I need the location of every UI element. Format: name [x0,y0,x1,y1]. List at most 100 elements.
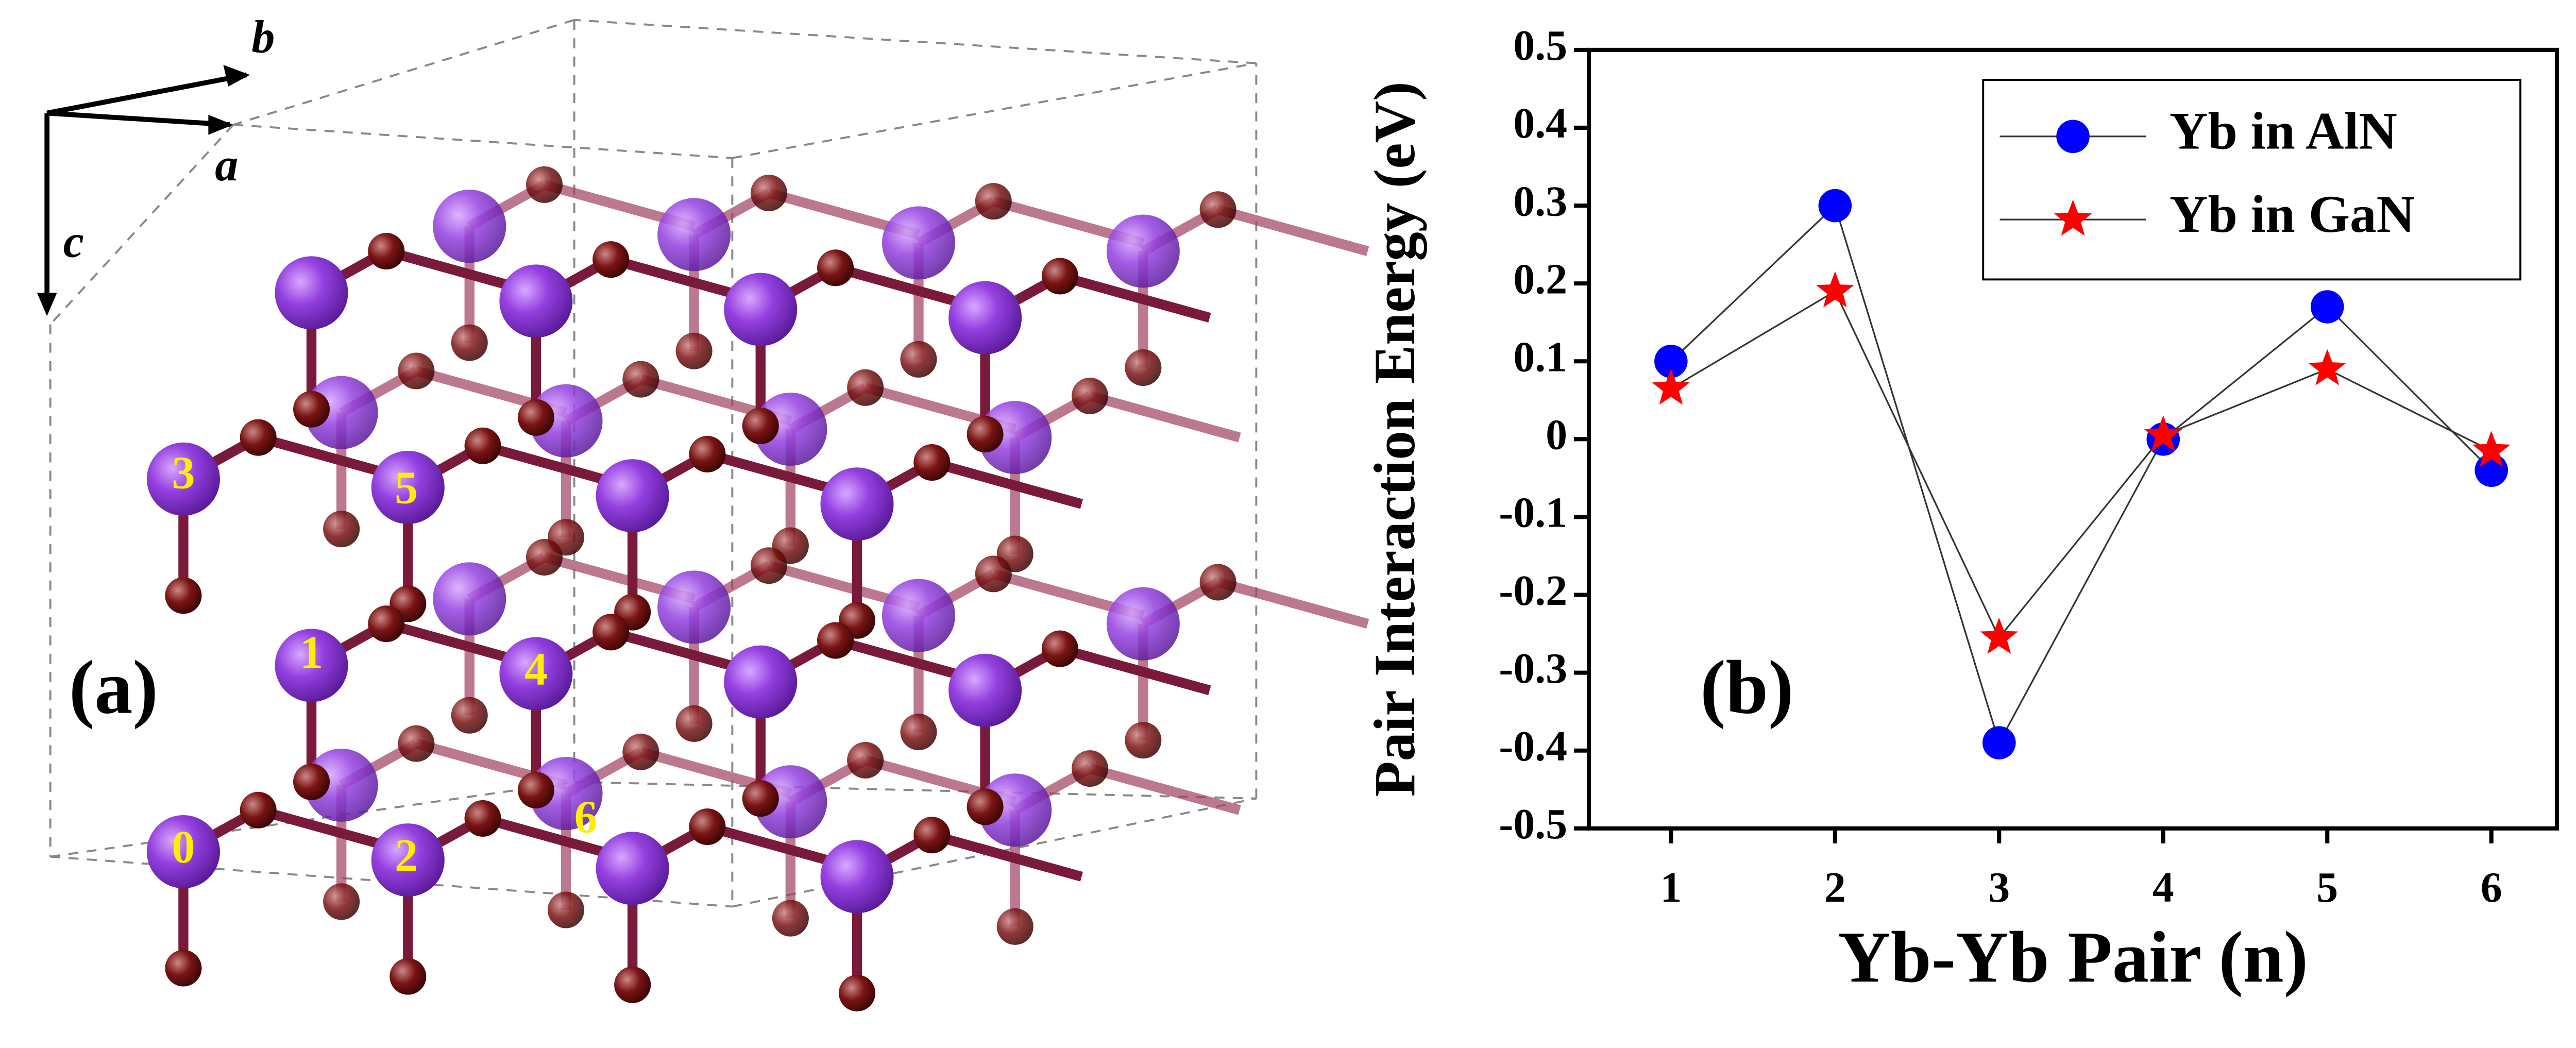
series-line [1670,204,2492,745]
x-tick-label: 5 [2316,864,2338,911]
y-tick-label: -0.3 [1499,645,1567,692]
cell-edge [574,781,1257,800]
n-atom [517,772,554,809]
legend-box [1982,79,2522,281]
yb-atom [529,384,603,458]
x-tick-label: 1 [1660,864,1682,911]
n-atom [1199,191,1236,228]
n-atom [675,332,713,369]
cell-edge [732,62,1257,159]
site-label: 2 [395,829,418,881]
n-atom [614,966,651,1003]
yb-atom [146,815,220,889]
n-atom [1041,630,1078,667]
cell-edge [574,19,1257,64]
yb-atom [275,629,348,702]
circle-marker [2056,120,2090,154]
yb-atom [596,832,669,905]
yb-atom [754,765,827,839]
n-atom [240,419,277,456]
legend-label: Yb in GaN [2170,185,2415,244]
yb-atom [433,190,506,263]
yb-atom [882,206,955,280]
yb-atom [371,823,445,897]
yb-atom [499,264,573,338]
n-atom [526,539,563,576]
n-atom [1125,349,1162,386]
y-tick-label: 0.1 [1513,333,1567,381]
yb-atom [146,442,220,516]
n-atom [913,817,951,854]
yb-atom [820,467,894,541]
axis-arrow [46,110,230,127]
n-atom [165,577,202,614]
yb-atom [1106,587,1180,661]
n-atom [913,444,951,481]
n-atom [675,705,713,742]
panel-label: (a) [69,646,158,730]
n-atom [451,697,488,734]
site-label: 1 [300,626,323,678]
bond [930,458,1083,509]
circle-marker [1818,189,1852,223]
yb-atom [499,637,573,711]
yb-atom [882,579,955,652]
arrow-head [208,114,233,135]
n-atom [622,733,659,770]
axis-arrow [46,72,247,116]
y-tick-label: -0.2 [1499,567,1567,615]
star-marker [1816,271,1854,308]
bond [1088,391,1241,443]
yb-atom [948,281,1022,354]
x-tick-label: 3 [1988,864,2010,911]
yb-atom [948,653,1022,727]
cell-edge [233,19,575,126]
y-tick-label: -0.5 [1499,800,1567,848]
n-atom [548,891,585,928]
n-atom [772,900,809,937]
n-atom [1072,750,1109,787]
cell-edge [233,124,733,159]
cell-edge [49,124,234,325]
y-tick-label: 0.3 [1513,177,1567,225]
yb-atom [657,198,731,272]
n-atom [1125,722,1162,759]
axis-letter: c [63,215,84,267]
n-atom [967,416,1004,453]
n-atom [742,780,779,817]
chart: 0.5 0.4 0.3 0.2 0.1 0 -0.1 -0.2 -0.3 -0.4 -0.5 1 2 3 4… [1363,22,2560,998]
n-atom [817,249,854,286]
site-label: 6 [574,791,598,843]
crystal-structure: b a c 0 1 2 3 4 5 6 (a) [37,10,1369,1011]
bond [1216,205,1369,256]
n-atom [323,883,360,920]
site-label: 5 [395,461,418,513]
n-atom [817,622,854,659]
circle-marker [1982,726,2016,759]
series-line [1670,290,2492,639]
n-atom [750,547,787,584]
site-label: 3 [172,446,195,498]
yb-atom [978,773,1052,847]
arrow-head [223,64,250,87]
y-tick-label: 0.4 [1513,99,1567,147]
n-atom [689,808,726,846]
yb-atom [304,748,378,822]
star-marker [1652,368,1690,405]
circle-marker [1654,344,1688,378]
star-marker [2308,349,2347,385]
n-atom [389,958,427,995]
n-atom [1072,377,1109,414]
n-atom [293,391,330,428]
axis-letter: b [251,10,275,62]
n-atom [689,435,726,472]
yb-atom [820,840,894,914]
n-atom [847,741,884,779]
n-atom [451,324,488,361]
star-marker [1980,617,2019,654]
y-tick-label: 0 [1546,411,1567,459]
n-atom [592,614,630,651]
bond [1216,577,1369,629]
yb-atom [529,757,603,831]
n-atom [293,763,330,800]
